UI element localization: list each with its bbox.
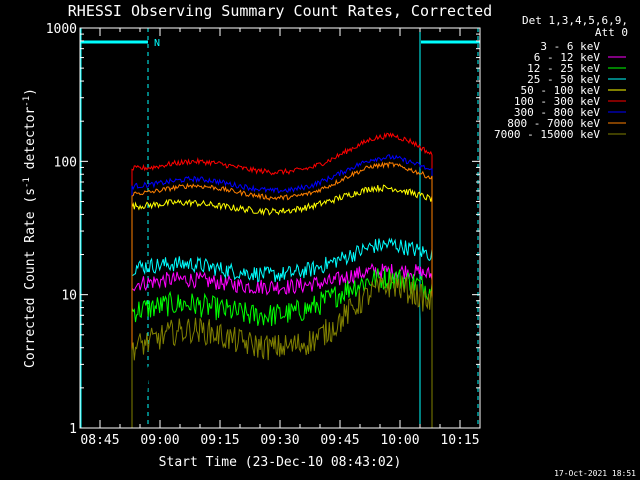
footer-date: 17-Oct-2021 18:51 xyxy=(554,469,636,478)
y-axis-label-sup1: -1 xyxy=(22,177,32,188)
y-axis-label-main: Corrected Count Rate (s xyxy=(23,188,38,368)
legend-label: 25 - 50 keV xyxy=(527,73,600,86)
x-axis-label: Start Time (23-Dec-10 08:43:02) xyxy=(159,455,402,470)
legend-label: 300 - 800 keV xyxy=(514,106,600,119)
y-axis-label-end: ) xyxy=(23,88,38,96)
series-line xyxy=(131,184,433,428)
legend-label: 50 - 100 keV xyxy=(521,84,601,97)
series-line xyxy=(131,262,433,428)
chart-title: RHESSI Observing Summary Count Rates, Co… xyxy=(68,2,492,20)
y-axis-label-mid: detector xyxy=(23,107,38,178)
series-line xyxy=(131,280,433,429)
series-line xyxy=(131,273,433,428)
y-tick-label: 100 xyxy=(54,155,77,170)
x-tick-label: 08:45 xyxy=(80,433,119,448)
x-tick-label: 09:15 xyxy=(200,433,239,448)
legend-label: 3 - 6 keV xyxy=(540,40,600,53)
detector-line-2: Att 0 xyxy=(595,26,628,39)
axes: 08:45 09:00 09:15 09:30 09:45 10:00 10:15 1 10 10… xyxy=(46,22,481,448)
series-line xyxy=(131,161,433,428)
y-axis-label: Corrected Count Rate (s-1 detector-1) xyxy=(22,88,38,368)
y-axis-label-sup2: -1 xyxy=(22,96,32,107)
legend-label: 7000 - 15000 keV xyxy=(494,128,600,141)
x-tick-label: 09:30 xyxy=(260,433,299,448)
legend-label: 12 - 25 keV xyxy=(527,62,600,75)
x-tick-label: 09:00 xyxy=(140,433,179,448)
legend-label: 100 - 300 keV xyxy=(514,95,600,108)
x-tick-label: 09:45 xyxy=(320,433,359,448)
y-tick-label: 1000 xyxy=(46,22,77,37)
y-tick-label: 10 xyxy=(61,289,77,304)
plot-area: N xyxy=(80,28,480,429)
x-tick-label: 10:15 xyxy=(440,433,479,448)
series-line xyxy=(131,132,433,428)
x-tick-label: 10:00 xyxy=(380,433,419,448)
series-line xyxy=(131,237,433,428)
series-line xyxy=(131,154,433,428)
night-marker-label: N xyxy=(154,38,160,49)
legend-label: 800 - 7000 keV xyxy=(507,117,600,130)
y-tick-label: 1 xyxy=(69,422,77,437)
legend-label: 6 - 12 keV xyxy=(534,51,601,64)
detector-line-1: Det 1,3,4,5,6,9, xyxy=(522,14,628,27)
